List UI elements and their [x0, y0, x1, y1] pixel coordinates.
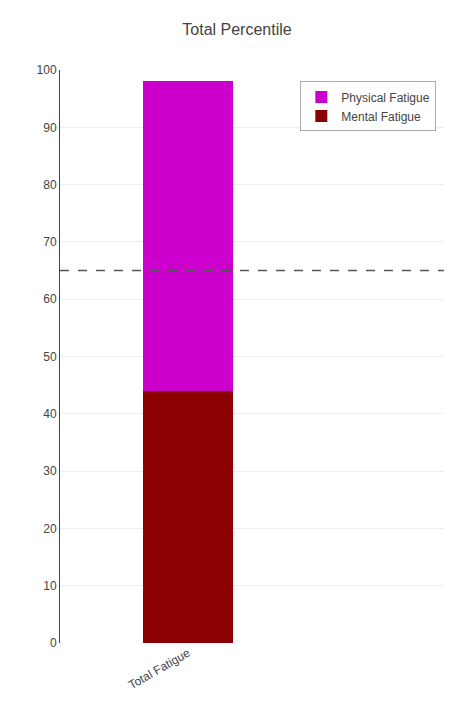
svg-text:40: 40	[43, 407, 57, 421]
svg-text:100: 100	[37, 63, 57, 77]
svg-text:Total Fatigue: Total Fatigue	[126, 646, 193, 693]
svg-text:70: 70	[43, 235, 57, 249]
svg-text:30: 30	[43, 464, 57, 478]
svg-text:Mental Fatigue: Mental Fatigue	[341, 110, 421, 124]
svg-text:Total Percentile: Total Percentile	[182, 21, 291, 38]
svg-text:10: 10	[43, 579, 57, 593]
svg-text:20: 20	[43, 522, 57, 536]
svg-text:0: 0	[50, 636, 57, 650]
svg-text:60: 60	[43, 292, 57, 306]
svg-text:Physical Fatigue: Physical Fatigue	[341, 91, 429, 105]
svg-text:50: 50	[43, 350, 57, 364]
svg-text:80: 80	[43, 178, 57, 192]
svg-text:90: 90	[43, 121, 57, 135]
